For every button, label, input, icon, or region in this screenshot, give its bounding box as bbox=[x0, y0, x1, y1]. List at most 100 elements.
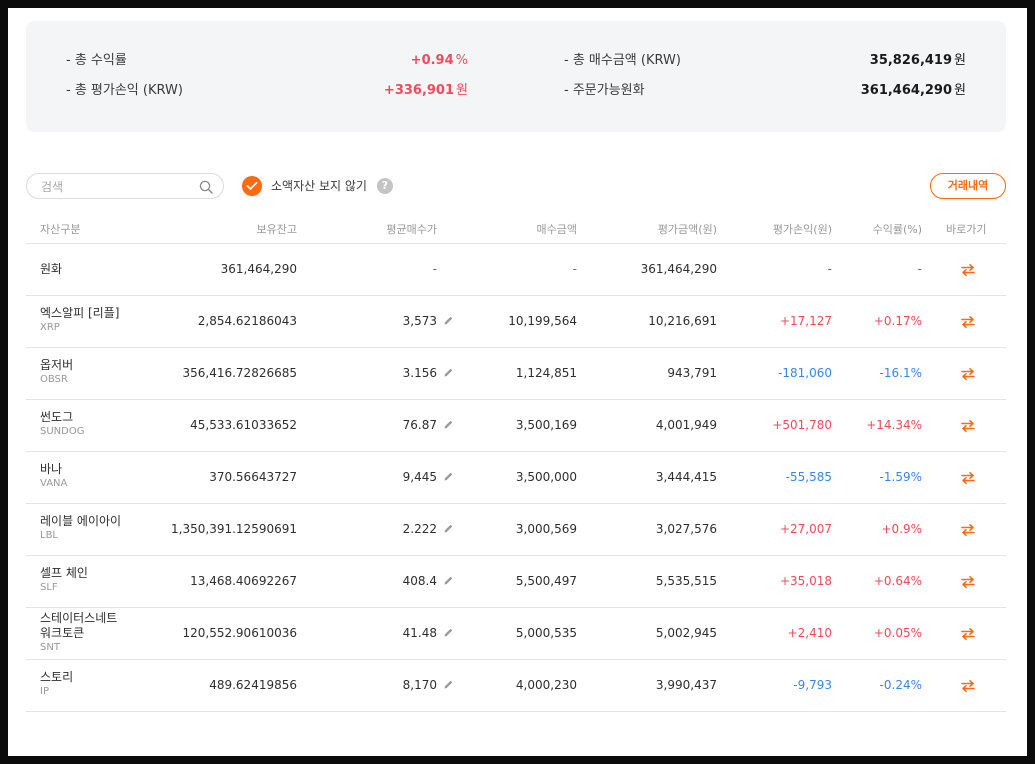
search-input[interactable] bbox=[39, 178, 193, 196]
balance-cell: 356,416.72826685 bbox=[182, 366, 297, 380]
pencil-icon[interactable] bbox=[443, 367, 454, 378]
asset-name-cell: 원화 bbox=[40, 262, 62, 277]
buy-amount-cell: 4,000,230 bbox=[515, 678, 577, 692]
pencil-icon[interactable] bbox=[443, 315, 454, 326]
total-return-row: - 총 수익률 +0.94% bbox=[66, 51, 468, 71]
pencil-icon[interactable] bbox=[443, 627, 454, 638]
swap-arrows-icon[interactable] bbox=[960, 315, 976, 329]
return-pct-cell: +0.9% bbox=[881, 522, 922, 536]
avg-price-value: 8,170 bbox=[402, 678, 437, 692]
return-pct-cell: -0.24% bbox=[879, 678, 922, 692]
total-pl-number: +336,901 bbox=[383, 83, 455, 98]
balance-cell: 1,350,391.12590691 bbox=[171, 522, 297, 536]
avg-price-cell: 41.48 bbox=[403, 626, 454, 641]
total-buy-unit: 원 bbox=[954, 53, 966, 68]
balance-cell: 13,468.40692267 bbox=[190, 574, 297, 588]
total-pl-label: - 총 평가손익 (KRW) bbox=[66, 83, 183, 98]
total-pl-row: - 총 평가손익 (KRW) +336,901 원 bbox=[66, 81, 468, 101]
table-row[interactable]: 원화 361,464,290 - - 361,464,290 - - bbox=[26, 244, 1006, 296]
asset-symbol: OBSR bbox=[40, 374, 68, 385]
eval-amount-cell: 10,216,691 bbox=[648, 314, 717, 328]
table-row[interactable]: 스테이터스네트 워크토큰 SNT 120,552.90610036 41.48 5,00… bbox=[26, 608, 1006, 660]
eval-amount-cell: 5,002,945 bbox=[655, 626, 717, 640]
eval-pl-cell: - bbox=[827, 262, 832, 276]
transaction-history-button[interactable]: 거래내역 bbox=[930, 173, 1006, 199]
orderable-label: - 주문가능원화 bbox=[564, 83, 645, 98]
asset-name-cell: 스테이터스네트 워크토큰 SNT bbox=[40, 611, 117, 654]
swap-arrows-icon[interactable] bbox=[960, 679, 976, 693]
eval-pl-cell: +27,007 bbox=[779, 522, 832, 536]
help-icon[interactable]: ? bbox=[377, 178, 393, 194]
avg-price-value: 3,573 bbox=[402, 314, 437, 328]
avg-price-cell: 408.4 bbox=[403, 574, 454, 589]
total-pl-value: +336,901 원 bbox=[384, 81, 468, 101]
table-row[interactable]: 셀프 체인 SLF 13,468.40692267 408.4 5,500,497 5,5… bbox=[26, 556, 1006, 608]
balance-cell: 120,552.90610036 bbox=[182, 626, 297, 640]
eval-amount-cell: 4,001,949 bbox=[655, 418, 717, 432]
pencil-icon[interactable] bbox=[443, 575, 454, 586]
header-balance: 보유잔고 bbox=[256, 223, 297, 236]
asset-name: 옵저버 bbox=[40, 358, 74, 372]
asset-symbol: VANA bbox=[40, 478, 68, 489]
header-asset: 자산구분 bbox=[40, 223, 81, 236]
check-icon bbox=[246, 181, 258, 190]
table-row[interactable]: 옵저버 OBSR 356,416.72826685 3.156 1,124,851 943… bbox=[26, 348, 1006, 400]
avg-price-value: 76.87 bbox=[402, 418, 437, 432]
buy-amount-cell: 5,000,535 bbox=[515, 626, 577, 640]
header-goto: 바로가기 bbox=[946, 223, 987, 236]
total-return-label: - 총 수익률 bbox=[66, 53, 127, 68]
table-body: 원화 361,464,290 - - 361,464,290 - - 엑스알피 [리플] XRP… bbox=[26, 244, 1006, 712]
table-row[interactable]: 엑스알피 [리플] XRP 2,854.62186043 3,573 10,199,56… bbox=[26, 296, 1006, 348]
return-pct-cell: +0.05% bbox=[873, 626, 922, 640]
asset-name: 엑스알피 [리플] bbox=[40, 306, 120, 320]
return-pct-cell: +0.64% bbox=[873, 574, 922, 588]
avg-price-cell: 3,573 bbox=[403, 314, 454, 329]
pencil-icon[interactable] bbox=[443, 679, 454, 690]
hide-small-assets-label: 소액자산 보지 않기 bbox=[271, 179, 367, 193]
avg-price-value: 9,445 bbox=[402, 470, 437, 484]
search-icon[interactable] bbox=[199, 180, 213, 194]
asset-name: 원화 bbox=[40, 262, 63, 276]
table-row[interactable]: 썬도그 SUNDOG 45,533.61033652 76.87 3,500,169 4,… bbox=[26, 400, 1006, 452]
asset-name-cell: 레이블 에이아이 LBL bbox=[40, 514, 121, 542]
total-return-unit: % bbox=[455, 53, 468, 68]
avg-price-cell: 8,170 bbox=[403, 678, 454, 693]
asset-symbol: XRP bbox=[40, 322, 60, 333]
avg-price-cell: 76.87 bbox=[403, 418, 454, 433]
avg-price-value: 408.4 bbox=[402, 574, 437, 588]
swap-arrows-icon[interactable] bbox=[960, 627, 976, 641]
table-row[interactable]: 바나 VANA 370.56643727 9,445 3,500,000 3,444,41… bbox=[26, 452, 1006, 504]
eval-pl-cell: -9,793 bbox=[793, 678, 832, 692]
asset-name: 바나 bbox=[40, 462, 63, 476]
swap-arrows-icon[interactable] bbox=[960, 419, 976, 433]
pencil-icon[interactable] bbox=[443, 419, 454, 430]
pencil-icon[interactable] bbox=[443, 471, 454, 482]
total-return-number: +0.94 bbox=[410, 53, 454, 68]
asset-symbol: IP bbox=[40, 686, 49, 697]
buy-amount-cell: 1,124,851 bbox=[515, 366, 577, 380]
table-row[interactable]: 스토리 IP 489.62419856 8,170 4,000,230 3,990,437… bbox=[26, 660, 1006, 712]
swap-arrows-icon[interactable] bbox=[960, 367, 976, 381]
pencil-icon[interactable] bbox=[443, 523, 454, 534]
search-box[interactable] bbox=[26, 173, 224, 199]
asset-symbol: SNT bbox=[40, 642, 60, 653]
buy-amount-cell: 5,500,497 bbox=[515, 574, 577, 588]
balance-cell: 370.56643727 bbox=[209, 470, 297, 484]
asset-name: 레이블 에이아이 bbox=[40, 514, 122, 528]
return-pct-cell: -16.1% bbox=[879, 366, 922, 380]
return-pct-cell: +0.17% bbox=[873, 314, 922, 328]
asset-name-cell: 옵저버 OBSR bbox=[40, 358, 73, 386]
swap-arrows-icon[interactable] bbox=[960, 523, 976, 537]
swap-arrows-icon[interactable] bbox=[960, 263, 976, 277]
eval-amount-cell: 5,535,515 bbox=[655, 574, 717, 588]
table-row[interactable]: 레이블 에이아이 LBL 1,350,391.12590691 2.222 3,000,… bbox=[26, 504, 1006, 556]
avg-price-cell: - bbox=[432, 262, 437, 276]
asset-name-cell: 셀프 체인 SLF bbox=[40, 566, 88, 594]
asset-name-cell: 바나 VANA bbox=[40, 462, 67, 490]
checkbox-checked[interactable] bbox=[242, 176, 262, 196]
swap-arrows-icon[interactable] bbox=[960, 575, 976, 589]
asset-name-cell: 스토리 IP bbox=[40, 670, 73, 698]
header-eval-amount: 평가금액(원) bbox=[657, 223, 717, 236]
header-eval-pl: 평가손익(원) bbox=[772, 223, 832, 236]
swap-arrows-icon[interactable] bbox=[960, 471, 976, 485]
